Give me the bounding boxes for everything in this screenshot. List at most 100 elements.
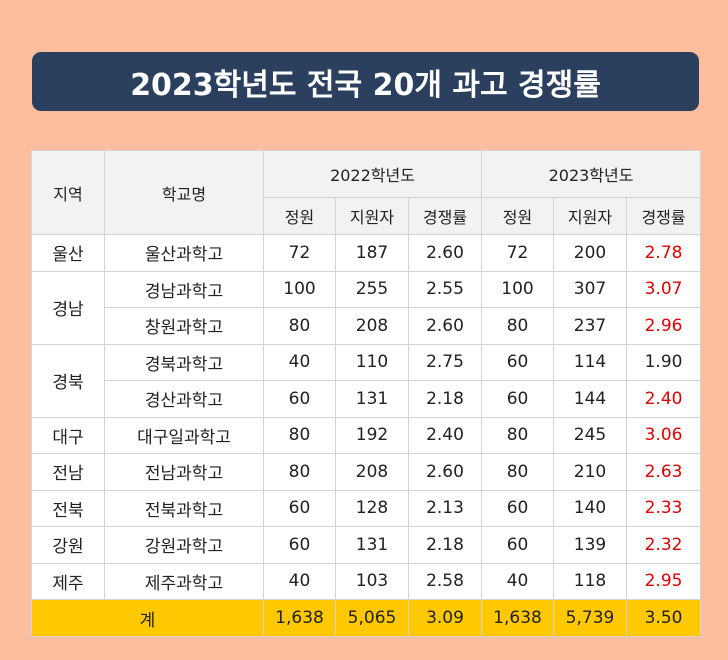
- total-row: 계 1,638 5,065 3.09 1,638 5,739 3.50: [31, 599, 702, 637]
- table-row: 울산 울산과학고 72 187 2.60 72 200 2.78: [31, 234, 702, 272]
- applicants-2022-cell: 131: [335, 380, 409, 418]
- region-cell: 대구: [31, 416, 105, 454]
- quota-2022-cell: 40: [263, 562, 336, 600]
- header-quota-2022: 정원: [263, 197, 336, 235]
- table-row: 경남 경남과학고 100 255 2.55 100 307 3.07: [31, 270, 702, 345]
- total-ratio-2023: 3.50: [626, 599, 702, 637]
- applicants-2022-cell: 192: [335, 416, 409, 454]
- quota-2022-cell: 80: [263, 453, 336, 491]
- applicants-2023-cell: 144: [553, 380, 628, 418]
- school-cell: 창원과학고: [104, 307, 264, 345]
- region-cell: 전남: [31, 453, 105, 491]
- ratio-2023-cell: 2.96: [626, 307, 702, 345]
- ratio-2023-cell: 2.63: [626, 453, 702, 491]
- ratio-2022-cell: 2.55: [407, 270, 483, 308]
- page-title: 2023학년도 전국 20개 과고 경쟁률: [32, 52, 699, 111]
- ratio-2023-cell: 3.06: [626, 416, 702, 454]
- total-quota-2022: 1,638: [263, 599, 336, 637]
- quota-2022-cell: 60: [263, 526, 336, 564]
- region-cell: 경북: [31, 343, 105, 418]
- quota-2022-cell: 40: [263, 343, 336, 381]
- total-label: 계: [31, 599, 264, 637]
- applicants-2022-cell: 131: [335, 526, 409, 564]
- quota-2023-cell: 60: [481, 343, 555, 381]
- region-cell: 경남: [31, 270, 105, 345]
- ratio-2022-cell: 2.40: [407, 416, 483, 454]
- school-cell: 강원과학고: [104, 526, 264, 564]
- school-cell: 경남과학고: [104, 270, 264, 308]
- ratio-2022-cell: 2.18: [407, 526, 483, 564]
- table-row: 경북 경북과학고 40 110 2.75 60 114 1.90: [31, 343, 702, 418]
- applicants-2022-cell: 255: [335, 270, 409, 308]
- ratio-2023-cell: 2.78: [626, 234, 702, 272]
- table-row: 창원과학고 80 208 2.60 80 237 2.96: [32, 307, 702, 345]
- applicants-2022-cell: 208: [335, 453, 409, 491]
- header-region: 지역: [31, 150, 105, 235]
- table-row: 대구 대구일과학고 80 192 2.40 80 245 3.06: [31, 416, 702, 454]
- table-row: 경산과학고 60 131 2.18 60 144 2.40: [32, 380, 702, 418]
- quota-2023-cell: 80: [481, 307, 555, 345]
- table-row: 전남 전남과학고 80 208 2.60 80 210 2.63: [31, 453, 702, 491]
- quota-2023-cell: 60: [481, 489, 555, 527]
- ratio-2022-cell: 2.18: [407, 380, 483, 418]
- quota-2022-cell: 80: [263, 307, 336, 345]
- ratio-2023-cell: 2.33: [626, 489, 702, 527]
- header-ratio-2023: 경쟁률: [626, 197, 702, 235]
- total-applicants-2023: 5,739: [553, 599, 628, 637]
- ratio-2022-cell: 2.75: [407, 343, 483, 381]
- school-cell: 전북과학고: [104, 489, 264, 527]
- ratio-2023-cell: 2.40: [626, 380, 702, 418]
- region-cell: 강원: [31, 526, 105, 564]
- quota-2022-cell: 60: [263, 380, 336, 418]
- applicants-2023-cell: 139: [553, 526, 628, 564]
- applicants-2022-cell: 103: [335, 562, 409, 600]
- competition-table: 지역 학교명 2022학년도 2023학년도 정원 지원자 경쟁률 정원 지원자…: [31, 150, 702, 637]
- region-cell: 울산: [31, 234, 105, 272]
- header-quota-2023: 정원: [481, 197, 555, 235]
- applicants-2022-cell: 110: [335, 343, 409, 381]
- region-cell: 전북: [31, 489, 105, 527]
- quota-2023-cell: 72: [481, 234, 555, 272]
- quota-2023-cell: 60: [481, 526, 555, 564]
- quota-2022-cell: 80: [263, 416, 336, 454]
- ratio-2023-cell: 3.07: [626, 270, 702, 308]
- quota-2022-cell: 72: [263, 234, 336, 272]
- ratio-2022-cell: 2.60: [407, 307, 483, 345]
- applicants-2023-cell: 118: [553, 562, 628, 600]
- total-ratio-2022: 3.09: [407, 599, 483, 637]
- header-year-2023: 2023학년도: [481, 150, 702, 198]
- ratio-2023-cell: 2.95: [626, 562, 702, 600]
- school-cell: 울산과학고: [104, 234, 264, 272]
- table-row: 강원 강원과학고 60 131 2.18 60 139 2.32: [31, 526, 702, 564]
- applicants-2023-cell: 237: [553, 307, 628, 345]
- quota-2022-cell: 100: [263, 270, 336, 308]
- ratio-2022-cell: 2.60: [407, 234, 483, 272]
- applicants-2023-cell: 210: [553, 453, 628, 491]
- header-applicants-2023: 지원자: [553, 197, 628, 235]
- applicants-2022-cell: 187: [335, 234, 409, 272]
- school-cell: 전남과학고: [104, 453, 264, 491]
- quota-2023-cell: 40: [481, 562, 555, 600]
- ratio-2022-cell: 2.60: [407, 453, 483, 491]
- applicants-2023-cell: 307: [553, 270, 628, 308]
- applicants-2022-cell: 128: [335, 489, 409, 527]
- applicants-2023-cell: 245: [553, 416, 628, 454]
- header-applicants-2022: 지원자: [335, 197, 409, 235]
- ratio-2022-cell: 2.13: [407, 489, 483, 527]
- applicants-2022-cell: 208: [335, 307, 409, 345]
- quota-2023-cell: 100: [481, 270, 555, 308]
- total-applicants-2022: 5,065: [335, 599, 409, 637]
- ratio-2023-cell: 2.32: [626, 526, 702, 564]
- quota-2022-cell: 60: [263, 489, 336, 527]
- quota-2023-cell: 60: [481, 380, 555, 418]
- header-year-2022: 2022학년도: [262, 150, 483, 198]
- applicants-2023-cell: 114: [553, 343, 628, 381]
- ratio-2022-cell: 2.58: [407, 562, 483, 600]
- quota-2023-cell: 80: [481, 416, 555, 454]
- school-cell: 제주과학고: [104, 562, 264, 600]
- table-row: 전북 전북과학고 60 128 2.13 60 140 2.33: [31, 489, 702, 527]
- school-cell: 경산과학고: [104, 380, 264, 418]
- ratio-2023-cell: 1.90: [626, 343, 702, 381]
- applicants-2023-cell: 140: [553, 489, 628, 527]
- quota-2023-cell: 80: [481, 453, 555, 491]
